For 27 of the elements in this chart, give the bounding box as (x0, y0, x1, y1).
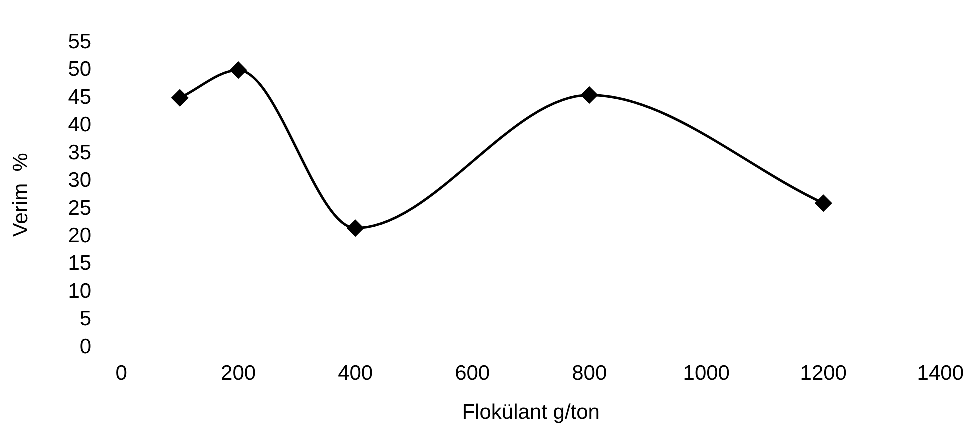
x-tick-label: 1000 (683, 362, 730, 385)
x-tick-label: 1400 (917, 362, 964, 385)
x-tick-label: 200 (221, 362, 256, 385)
y-axis-title: Verim % (9, 153, 32, 238)
y-tick-label: 35 (68, 141, 92, 164)
y-tick-label: 20 (68, 224, 92, 248)
x-tick-label: 0 (116, 362, 128, 385)
y-tick-label: 30 (68, 169, 92, 192)
x-tick-label: 400 (338, 362, 374, 385)
y-tick-label: 5 (80, 308, 92, 331)
y-tick-label: 0 (80, 335, 92, 358)
y-tick-label: 25 (68, 196, 92, 220)
x-tick-label: 1200 (800, 362, 847, 385)
x-tick-label: 800 (572, 362, 608, 385)
point (230, 62, 247, 79)
y-tick-label: 50 (68, 58, 92, 82)
point (172, 90, 188, 106)
point (581, 87, 598, 104)
point (347, 220, 364, 237)
y-tick-label: 45 (68, 86, 92, 109)
y-tick-label: 55 (68, 30, 92, 54)
point (815, 195, 832, 212)
x-axis-title: Flokülant g/ton (462, 401, 600, 424)
x-tick-label: 600 (455, 362, 490, 385)
y-tick-label: 15 (68, 252, 92, 276)
y-tick-label: 10 (68, 280, 92, 303)
y-tick-label: 40 (68, 114, 92, 137)
